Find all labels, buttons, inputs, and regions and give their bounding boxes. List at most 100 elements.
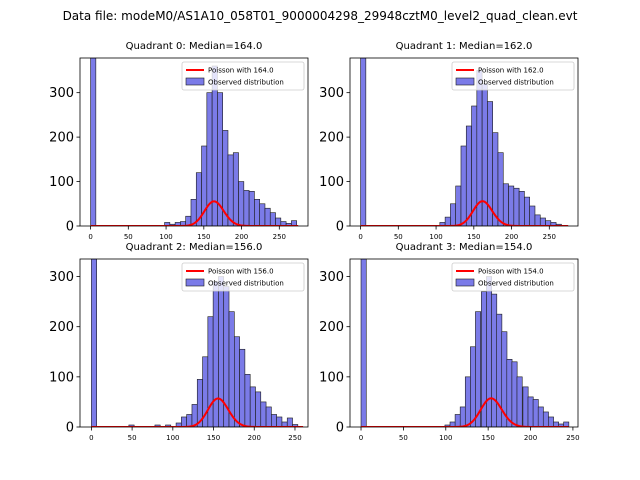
x-tick-label: 200 (524, 434, 537, 442)
y-tick-label: 200 (319, 320, 344, 335)
x-tick-label: 100 (159, 233, 172, 241)
x-tick-label: 150 (207, 434, 220, 442)
legend: Poisson with 164.0 Observed distribution (181, 61, 305, 91)
chart-panel-3: 0 50 100 150 200 250 0 100 200 300 Quadrant 3: Med… (319, 242, 579, 442)
legend-hist-swatch (455, 278, 475, 287)
x-tick-label: 0 (358, 233, 362, 241)
histogram-bar (265, 406, 272, 427)
histogram-bar (444, 216, 451, 226)
x-tick-label: 100 (439, 434, 452, 442)
legend-hist-label: Observed distribution (208, 79, 284, 87)
x-tick-label: 0 (88, 233, 92, 241)
y-tick-label: 0 (336, 220, 344, 235)
histogram-bar (232, 152, 239, 226)
histogram-bar (537, 406, 544, 427)
histogram-bar (522, 386, 529, 427)
histogram-bar (254, 199, 260, 226)
histogram-bar (259, 203, 266, 226)
histogram-bar (450, 203, 456, 226)
histogram-bar (508, 185, 515, 226)
histogram-bar (269, 212, 276, 226)
histogram-bar (360, 58, 367, 226)
histogram-bar (286, 417, 293, 427)
histogram-bar (518, 191, 525, 226)
histogram-bar (275, 217, 282, 226)
legend-hist-label: Observed distribution (478, 79, 554, 87)
y-tick-label: 100 (319, 370, 344, 385)
histogram-bar (539, 217, 546, 226)
histogram-bar (524, 196, 530, 226)
x-tick-label: 250 (566, 434, 579, 442)
histogram-bar (460, 145, 467, 226)
x-tick-label: 150 (197, 233, 210, 241)
x-tick-label: 0 (89, 434, 93, 442)
legend-box (181, 262, 305, 292)
legend-hist-label: Observed distribution (208, 280, 284, 288)
histogram-bar (260, 401, 267, 427)
y-tick-label: 100 (319, 175, 344, 190)
chart-panel-1: 0 50 100 150 200 250 0 100 200 300 Quadrant 1: Med… (319, 41, 579, 241)
x-tick-label: 200 (235, 233, 248, 241)
x-tick-label: 50 (124, 233, 133, 241)
histogram-bar (264, 207, 271, 226)
x-tick-label: 250 (273, 233, 286, 241)
histogram-bar (516, 376, 523, 427)
axes-frame (79, 57, 309, 227)
poisson-curve (90, 200, 299, 226)
histogram-bar (497, 152, 504, 226)
legend-curve-label: Poisson with 156.0 (208, 268, 274, 276)
legend-curve-label: Poisson with 154.0 (478, 268, 544, 276)
histogram-bar (90, 58, 97, 226)
histogram-bar (511, 361, 518, 427)
histogram-bar (271, 414, 277, 427)
histogram-bar (513, 187, 520, 226)
legend-hist-swatch (185, 77, 205, 86)
histogram-bar (464, 376, 471, 427)
plot-area (90, 58, 299, 226)
histogram-bar (243, 190, 250, 226)
x-tick-label: 150 (467, 233, 480, 241)
histogram-bar (255, 391, 262, 427)
histogram-bar (502, 183, 509, 226)
legend: Poisson with 154.0 Observed distribution (451, 262, 575, 292)
histogram-bar (186, 414, 193, 427)
x-tick-label: 0 (359, 434, 363, 442)
x-tick-label: 250 (543, 233, 556, 241)
y-tick-label: 300 (49, 270, 74, 285)
histogram-bar (91, 259, 97, 427)
legend: Poisson with 162.0 Observed distribution (451, 61, 575, 91)
axes-frame (349, 57, 579, 227)
x-tick-label: 100 (429, 233, 442, 241)
x-tick-label: 50 (128, 434, 137, 442)
x-tick-label: 100 (166, 434, 179, 442)
histogram-bar (486, 276, 493, 427)
histogram-bar (470, 346, 476, 427)
legend-curve-label: Poisson with 164.0 (208, 67, 274, 75)
histogram-bar (227, 154, 234, 226)
y-tick-label: 300 (49, 86, 74, 101)
histogram-bar (548, 416, 554, 427)
histogram-bar (248, 191, 255, 226)
histogram-bar (455, 185, 462, 226)
y-tick-label: 300 (319, 270, 344, 285)
x-tick-label: 200 (248, 434, 261, 442)
histogram-bar (238, 181, 245, 226)
legend-hist-swatch (185, 278, 205, 287)
histogram-bar (360, 259, 367, 427)
legend-box (451, 262, 575, 292)
chart-panel-2: 0 50 100 150 200 250 0 100 200 300 Quadrant 2: Med… (49, 242, 309, 442)
legend-hist-swatch (455, 77, 475, 86)
legend-box (181, 61, 305, 91)
y-tick-label: 200 (49, 320, 74, 335)
histogram-bar (563, 421, 570, 427)
histogram-bar (249, 386, 256, 427)
chart-title: Quadrant 3: Median=154.0 (396, 242, 533, 253)
chart-title: Quadrant 1: Median=162.0 (396, 41, 533, 52)
histogram-bar (459, 406, 466, 427)
y-tick-label: 100 (49, 175, 74, 190)
plot-area (360, 58, 569, 226)
legend-hist-label: Observed distribution (478, 280, 554, 288)
legend-curve-label: Poisson with 162.0 (478, 67, 544, 75)
y-tick-label: 0 (66, 220, 74, 235)
